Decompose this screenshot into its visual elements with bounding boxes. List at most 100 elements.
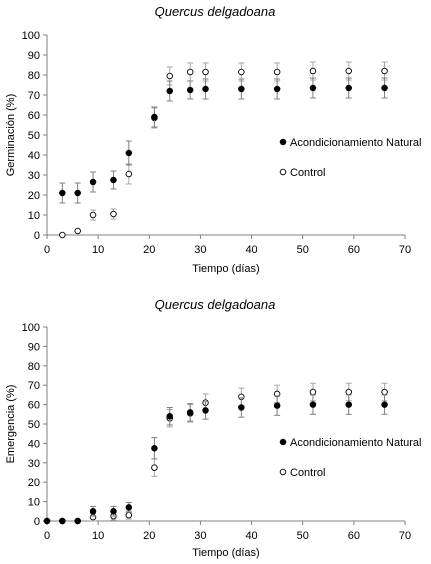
- x-tick-label: 70: [399, 244, 411, 256]
- legend-marker-natural: [279, 438, 287, 446]
- data-point-natural: [202, 407, 209, 414]
- data-point-natural: [59, 189, 66, 197]
- y-tick-label: 60: [28, 400, 40, 412]
- data-point-control: [110, 210, 117, 218]
- y-axis-label: Emergencia (%): [5, 385, 17, 464]
- x-tick-label: 10: [92, 244, 104, 256]
- legend-marker-natural: [279, 138, 287, 146]
- data-point-natural: [89, 178, 97, 186]
- data-point-natural: [151, 113, 158, 121]
- data-point-natural: [89, 508, 97, 515]
- legend-label-natural: Acondicionamiento Natural: [290, 437, 421, 449]
- data-point-control: [273, 68, 281, 76]
- x-tick-label: 30: [194, 530, 206, 542]
- x-tick-label: 30: [194, 244, 206, 256]
- data-point-natural: [74, 189, 81, 197]
- y-tick-label: 70: [28, 90, 40, 102]
- data-point-natural: [74, 517, 81, 525]
- x-tick-label: 70: [399, 530, 411, 542]
- data-point-natural: [238, 404, 245, 411]
- x-tick-label: 10: [92, 530, 104, 542]
- y-tick-label: 50: [28, 130, 40, 142]
- y-tick-label: 80: [28, 361, 40, 373]
- data-point-control: [381, 388, 388, 396]
- legend-marker-control: [279, 468, 287, 476]
- x-tick-label: 20: [143, 530, 155, 542]
- y-tick-label: 0: [34, 516, 40, 528]
- data-point-control: [309, 67, 317, 75]
- y-tick-label: 10: [28, 210, 40, 222]
- x-axis-label: Tiempo (días): [192, 263, 259, 275]
- legend-label-natural: Acondicionamiento Natural: [290, 137, 421, 149]
- y-tick-label: 100: [22, 30, 40, 42]
- data-point-control: [238, 68, 245, 76]
- data-point-natural: [166, 412, 173, 420]
- data-point-natural: [59, 517, 66, 525]
- germination-chart: Quercus delgadoana Tiempo (días) Germina…: [5, 4, 422, 275]
- y-tick-label: 70: [28, 380, 40, 392]
- data-point-natural: [125, 149, 133, 157]
- data-point-control: [381, 67, 388, 75]
- data-point-natural: [309, 84, 317, 92]
- data-point-control: [125, 170, 133, 178]
- data-point-natural: [186, 409, 194, 416]
- y-tick-label: 40: [28, 438, 40, 450]
- data-point-natural: [345, 84, 352, 92]
- y-tick-label: 10: [28, 497, 40, 509]
- data-point-control: [89, 211, 97, 219]
- data-point-control: [186, 68, 194, 76]
- data-point-natural: [186, 86, 194, 94]
- data-point-natural: [273, 85, 281, 93]
- data-point-control: [125, 511, 133, 519]
- data-point-natural: [110, 176, 117, 184]
- y-tick-label: 0: [34, 230, 40, 242]
- data-point-natural: [43, 517, 51, 525]
- x-tick-label: 20: [143, 244, 155, 256]
- x-tick-label: 40: [245, 244, 257, 256]
- data-point-natural: [345, 401, 352, 408]
- y-tick-label: 90: [28, 341, 40, 353]
- data-point-control: [345, 67, 352, 75]
- data-point-control: [74, 227, 81, 235]
- data-point-natural: [273, 402, 281, 409]
- y-axis-label: Germinación (%): [5, 94, 17, 177]
- data-point-natural: [151, 445, 158, 452]
- x-tick-label: 0: [44, 530, 50, 542]
- y-tick-label: 100: [22, 322, 40, 334]
- legend-marker-control: [279, 168, 287, 176]
- y-tick-label: 90: [28, 50, 40, 62]
- chart-title: Quercus delgadoana: [155, 297, 276, 312]
- chart-title: Quercus delgadoana: [155, 4, 276, 19]
- y-tick-label: 50: [28, 419, 40, 431]
- data-point-natural: [309, 401, 317, 408]
- data-point-control: [59, 231, 66, 239]
- data-point-control: [151, 464, 158, 471]
- x-tick-label: 0: [44, 244, 50, 256]
- legend-label-control: Control: [290, 167, 325, 179]
- data-point-natural: [166, 87, 173, 95]
- y-tick-label: 60: [28, 110, 40, 122]
- x-axis-label: Tiempo (días): [192, 547, 259, 559]
- data-point-control: [166, 72, 173, 80]
- data-point-natural: [381, 84, 388, 92]
- y-tick-label: 30: [28, 170, 40, 182]
- data-point-control: [202, 68, 209, 76]
- y-tick-label: 40: [28, 150, 40, 162]
- data-point-natural: [202, 85, 209, 93]
- x-tick-label: 50: [297, 244, 309, 256]
- x-tick-label: 40: [245, 530, 257, 542]
- x-tick-label: 60: [348, 530, 360, 542]
- data-point-natural: [110, 508, 117, 515]
- data-point-natural: [381, 401, 388, 408]
- y-tick-label: 20: [28, 190, 40, 202]
- data-point-control: [345, 388, 352, 396]
- y-tick-label: 20: [28, 477, 40, 489]
- x-tick-label: 60: [348, 244, 360, 256]
- data-point-natural: [125, 504, 133, 511]
- emergence-chart: Quercus delgadoana Tiempo (días) Emergen…: [5, 297, 422, 559]
- x-tick-label: 50: [297, 530, 309, 542]
- data-point-natural: [238, 85, 245, 93]
- legend-label-control: Control: [290, 467, 325, 479]
- data-point-control: [309, 388, 317, 396]
